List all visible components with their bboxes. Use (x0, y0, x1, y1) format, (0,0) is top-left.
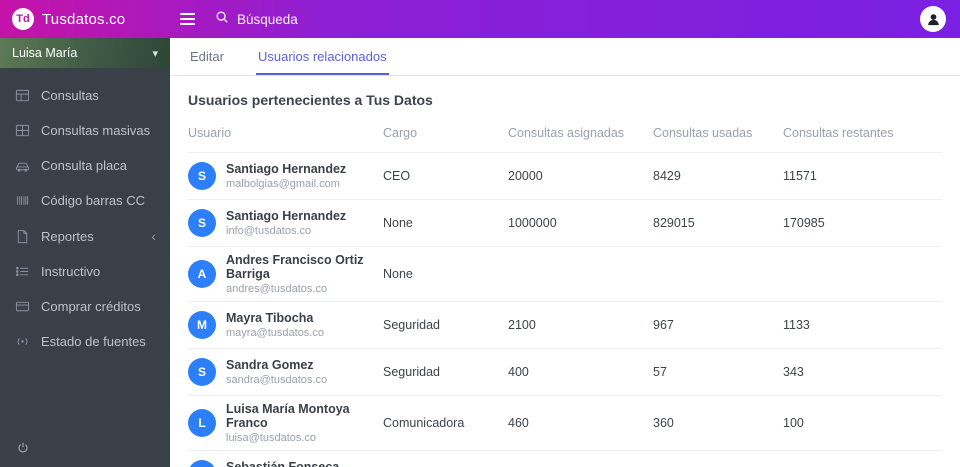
brand: Td Tusdatos.co (0, 8, 170, 30)
chevron-left-icon: ‹ (151, 228, 156, 244)
sidebar-menu: Consultas Consultas masivas Consulta pla… (0, 68, 170, 359)
search-input[interactable] (237, 11, 457, 27)
tab-usuarios-relacionados[interactable]: Usuarios relacionados (255, 38, 389, 75)
cargo-cell: Comunicadora (383, 416, 465, 430)
caret-down-icon: ▾ (152, 47, 158, 60)
grid-icon (14, 123, 30, 138)
power-icon[interactable] (10, 435, 36, 461)
sidebar-item-instructivo[interactable]: Instructivo (0, 254, 170, 289)
tusdatos-logo-icon: Td (12, 8, 34, 30)
table-header-row: Usuario Cargo Consultas asignadas Consultas… (188, 120, 942, 152)
user-dropdown[interactable]: Luisa María ▾ (0, 38, 170, 68)
row-user-name: Santiago Hernandez (226, 209, 347, 223)
consultas-restantes-cell: 1133 (783, 318, 810, 332)
main-content: Editar Usuarios relacionados Usuarios per… (170, 38, 960, 467)
tab-editar[interactable]: Editar (190, 49, 224, 64)
consultas-usadas-cell: 57 (653, 365, 667, 379)
user-name: Luisa María (12, 46, 78, 60)
sidebar: Luisa María ▾ Consultas Consultas masiva… (0, 38, 170, 467)
topbar: Td Tusdatos.co (0, 0, 960, 38)
table-row: S Sandra Gomez sandra@tusdatos.co Seguri… (188, 348, 942, 395)
consultas-restantes-cell: 11571 (783, 169, 817, 183)
column-header: Consultas usadas (653, 126, 753, 140)
consultas-restantes-cell: 100 (783, 416, 804, 430)
table-row: S Santiago Hernandez malbolgias@gmail.co… (188, 152, 942, 199)
consultas-usadas-cell: 8429 (653, 169, 681, 183)
sidebar-item-comprar-cr-ditos[interactable]: Comprar créditos (0, 289, 170, 324)
row-user-name: Mayra Tibocha (226, 311, 314, 325)
table-icon (14, 88, 30, 103)
row-user-name: Sebastián Fonseca (226, 460, 340, 467)
consultas-usadas-cell: 967 (653, 318, 674, 332)
search-icon (215, 10, 229, 29)
cargo-cell: Seguridad (383, 318, 440, 332)
hamburger-menu-icon[interactable] (176, 9, 199, 29)
table-row: S Sebastián Fonseca sebastian@tusdatos.c… (188, 450, 942, 467)
row-user-email: luisa@tusdatos.co (226, 432, 317, 444)
row-user-name: Luisa María Montoya Franco (226, 402, 350, 430)
consultas-asignadas-cell: 2100 (508, 318, 536, 332)
search-box[interactable] (215, 10, 457, 29)
avatar: S (188, 460, 216, 467)
car-icon (14, 158, 30, 173)
row-user-email: malbolgias@gmail.com (226, 178, 340, 190)
column-header: Consultas asignadas (508, 126, 625, 140)
sidebar-item-c-digo-barras-cc[interactable]: Código barras CC (0, 183, 170, 218)
row-user-email: sandra@tusdatos.co (226, 374, 328, 386)
sidebar-item-consulta-placa[interactable]: Consulta placa (0, 148, 170, 183)
row-user-name: Santiago Hernandez (226, 162, 347, 176)
sidebar-item-reportes[interactable]: Reportes ‹ (0, 218, 170, 254)
sidebar-item-consultas[interactable]: Consultas (0, 78, 170, 113)
consultas-usadas-cell: 360 (653, 416, 674, 430)
card-icon (14, 299, 30, 314)
consultas-usadas-cell: 829015 (653, 216, 695, 230)
cargo-cell: None (383, 267, 413, 281)
list-icon (14, 264, 30, 279)
tabs: Editar Usuarios relacionados (170, 38, 960, 76)
column-header: Consultas restantes (783, 126, 894, 140)
consultas-asignadas-cell: 1000000 (508, 216, 557, 230)
table-row: M Mayra Tibocha mayra@tusdatos.co Seguri… (188, 301, 942, 348)
consultas-asignadas-cell: 400 (508, 365, 529, 379)
brand-name: Tusdatos.co (42, 10, 126, 28)
section-title: Usuarios pertenecientes a Tus Datos (188, 92, 433, 108)
avatar: A (188, 260, 216, 288)
profile-icon[interactable] (920, 6, 946, 32)
avatar: M (188, 311, 216, 339)
table-row: L Luisa María Montoya Franco luisa@tusda… (188, 395, 942, 450)
consultas-restantes-cell: 343 (783, 365, 804, 379)
table-row: S Santiago Hernandez info@tusdatos.co No… (188, 199, 942, 246)
cargo-cell: None (383, 216, 413, 230)
consultas-asignadas-cell: 20000 (508, 169, 543, 183)
avatar: S (188, 162, 216, 190)
sidebar-item-consultas-masivas[interactable]: Consultas masivas (0, 113, 170, 148)
column-header: Usuario (188, 126, 232, 140)
signal-icon (14, 334, 30, 349)
column-header: Cargo (383, 126, 418, 140)
cargo-cell: CEO (383, 169, 411, 183)
users-table: S Santiago Hernandez malbolgias@gmail.co… (188, 152, 942, 467)
row-user-name: Sandra Gomez (226, 358, 314, 372)
row-user-name: Andres Francisco Ortiz Barriga (226, 253, 364, 281)
cargo-cell: Seguridad (383, 365, 440, 379)
avatar: S (188, 358, 216, 386)
row-user-email: andres@tusdatos.co (226, 283, 328, 295)
sidebar-item-estado-de-fuentes[interactable]: Estado de fuentes (0, 324, 170, 359)
table-row: A Andres Francisco Ortiz Barriga andres@… (188, 246, 942, 301)
avatar: L (188, 409, 216, 437)
avatar: S (188, 209, 216, 237)
consultas-restantes-cell: 170985 (783, 216, 825, 230)
file-icon (14, 229, 30, 244)
row-user-email: mayra@tusdatos.co (226, 327, 324, 339)
row-user-email: info@tusdatos.co (226, 225, 312, 237)
barcode-icon (14, 193, 30, 208)
consultas-asignadas-cell: 460 (508, 416, 529, 430)
